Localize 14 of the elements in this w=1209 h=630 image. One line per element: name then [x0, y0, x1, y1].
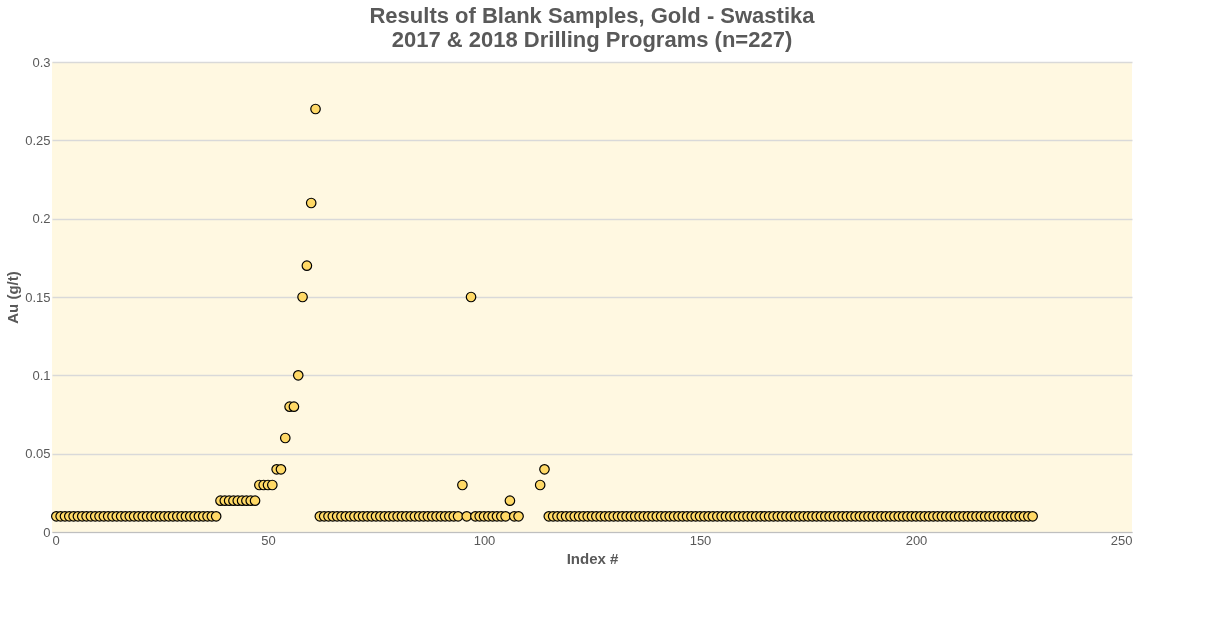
- x-tick-label: 100: [473, 532, 496, 548]
- y-tick-label: 0.3: [32, 54, 51, 70]
- y-tick-label: 0.25: [25, 132, 51, 148]
- y-axis-title: Au (g/t): [4, 271, 22, 324]
- x-axis-title: Index #: [566, 549, 619, 567]
- x-tick-label: 50: [261, 532, 276, 548]
- x-tick-label: 150: [689, 532, 712, 548]
- x-tick-label: 250: [1110, 532, 1133, 548]
- y-tick-label: 0.1: [32, 367, 51, 383]
- x-tick-label: 200: [905, 532, 928, 548]
- y-tick-label: 0.2: [32, 211, 51, 227]
- y-tick-label: 0.15: [25, 289, 51, 305]
- y-tick-label: 0.05: [25, 446, 51, 462]
- chart-title: Results of Blank Samples, Gold - Swastika 2017 & 2018 Drilling Programs (n=227): [369, 3, 816, 52]
